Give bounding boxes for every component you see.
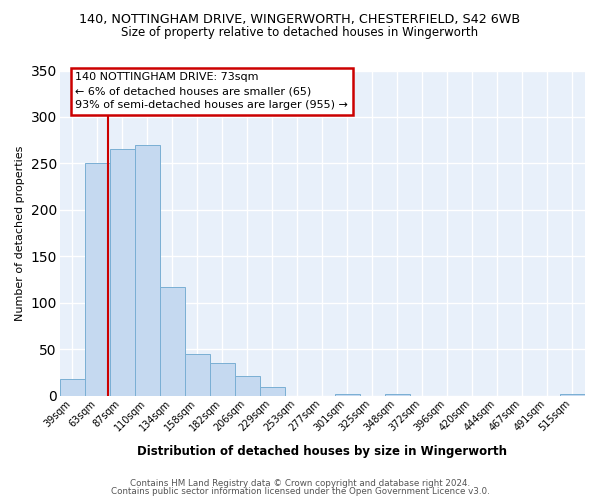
Text: 140 NOTTINGHAM DRIVE: 73sqm
← 6% of detached houses are smaller (65)
93% of semi: 140 NOTTINGHAM DRIVE: 73sqm ← 6% of deta… xyxy=(76,72,349,110)
X-axis label: Distribution of detached houses by size in Wingerworth: Distribution of detached houses by size … xyxy=(137,444,508,458)
Bar xyxy=(210,363,235,396)
Bar xyxy=(260,387,285,396)
Bar xyxy=(185,354,210,396)
Text: Contains public sector information licensed under the Open Government Licence v3: Contains public sector information licen… xyxy=(110,487,490,496)
Bar xyxy=(385,394,410,396)
Y-axis label: Number of detached properties: Number of detached properties xyxy=(15,146,25,320)
Bar xyxy=(110,150,135,396)
Bar xyxy=(135,145,160,396)
Bar xyxy=(160,287,185,396)
Bar xyxy=(85,164,110,396)
Bar xyxy=(560,394,585,396)
Text: Contains HM Land Registry data © Crown copyright and database right 2024.: Contains HM Land Registry data © Crown c… xyxy=(130,478,470,488)
Text: Size of property relative to detached houses in Wingerworth: Size of property relative to detached ho… xyxy=(121,26,479,39)
Bar xyxy=(60,379,85,396)
Bar xyxy=(235,376,260,396)
Bar xyxy=(335,394,360,396)
Text: 140, NOTTINGHAM DRIVE, WINGERWORTH, CHESTERFIELD, S42 6WB: 140, NOTTINGHAM DRIVE, WINGERWORTH, CHES… xyxy=(79,12,521,26)
